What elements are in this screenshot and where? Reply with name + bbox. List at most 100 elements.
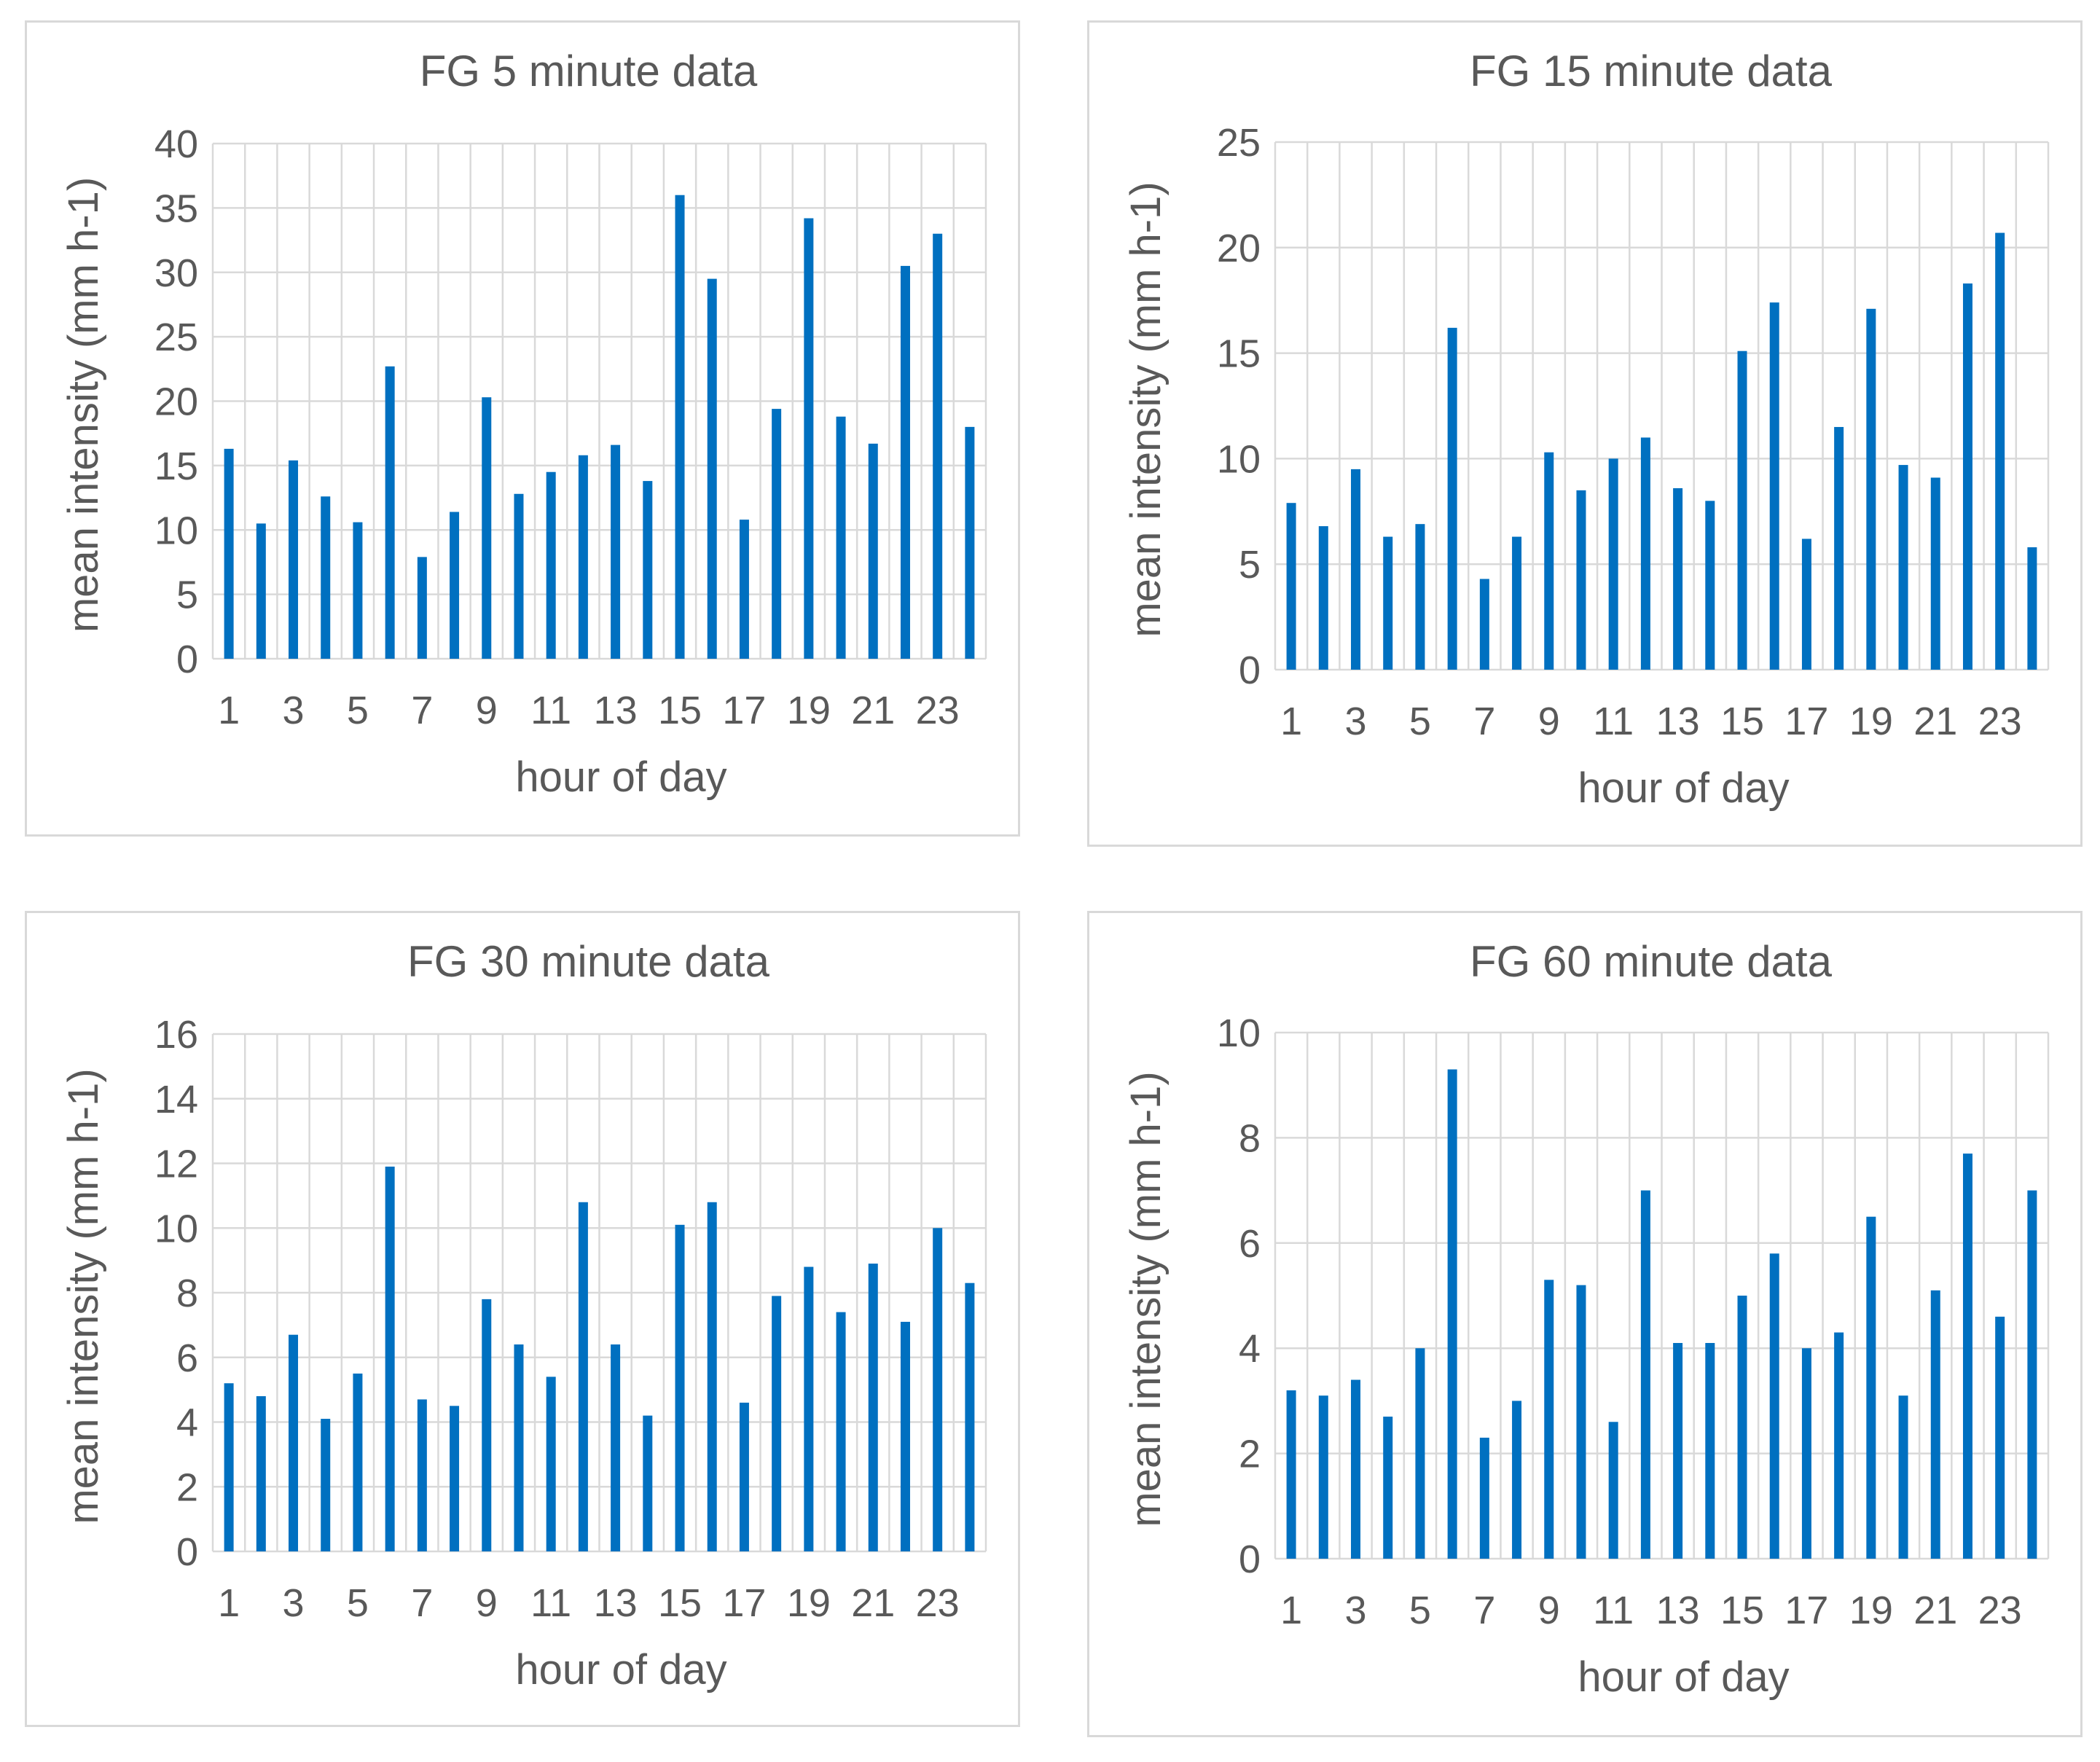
y-tick-label: 25 xyxy=(1217,121,1261,165)
bar-hour-11 xyxy=(1608,458,1618,670)
bar-hour-22 xyxy=(1962,283,1972,670)
bar-hour-16 xyxy=(707,1202,717,1551)
x-tick-label: 3 xyxy=(1344,1589,1366,1632)
bar-hour-6 xyxy=(1447,327,1457,670)
vertical-gridlines xyxy=(1274,142,2050,670)
y-tick-label: 8 xyxy=(176,1272,198,1315)
bar-hour-7 xyxy=(1479,579,1489,670)
y-tick-label: 10 xyxy=(1217,1011,1261,1055)
x-tick-label: 23 xyxy=(916,1581,960,1625)
y-tick-label: 20 xyxy=(1217,227,1261,270)
y-tick-label: 5 xyxy=(176,573,198,617)
x-tick-label: 5 xyxy=(347,689,369,732)
x-axis-label: hour of day xyxy=(515,1646,726,1694)
bar-hour-18 xyxy=(1834,426,1844,670)
y-tick-label: 0 xyxy=(1239,649,1261,692)
bar-hour-17 xyxy=(739,1402,749,1551)
bar-hour-19 xyxy=(804,1266,814,1551)
x-tick-label: 3 xyxy=(1344,700,1366,743)
chart-panel-fg-5-minute: FG 5 minute data 0 5 10 15 20 25 30 35 40 1 3 5 7 9 11 1… xyxy=(25,20,1020,837)
x-tick-label: 19 xyxy=(787,1581,831,1625)
bar-hour-14 xyxy=(643,1415,653,1551)
x-tick-label: 21 xyxy=(1913,1589,1957,1632)
bar-hour-6 xyxy=(1447,1069,1457,1559)
x-tick-label: 9 xyxy=(476,1581,498,1625)
x-tick-label: 9 xyxy=(1538,700,1560,743)
y-tick-label: 25 xyxy=(154,316,198,359)
x-axis-label: hour of day xyxy=(1578,764,1789,812)
bar-hour-8 xyxy=(1512,536,1522,670)
bar-hour-19 xyxy=(1866,1216,1876,1559)
bar-hour-24 xyxy=(2027,1190,2037,1559)
x-tick-label: 19 xyxy=(787,689,831,732)
y-tick-label: 20 xyxy=(154,380,198,424)
bar-series xyxy=(224,1166,975,1551)
y-tick-label: 10 xyxy=(1217,437,1261,481)
bar-hour-16 xyxy=(1769,1253,1779,1559)
y-axis-label: mean intensity (mm h-1) xyxy=(60,1068,107,1524)
x-tick-label: 11 xyxy=(530,1581,571,1625)
bar-hour-16 xyxy=(1769,302,1779,670)
bar-hour-8 xyxy=(450,512,460,659)
bar-hour-5 xyxy=(1415,1348,1425,1559)
bar-hour-23 xyxy=(933,1228,943,1551)
bar-hour-3 xyxy=(289,460,299,659)
x-tick-label: 13 xyxy=(594,689,638,732)
bar-hour-10 xyxy=(1576,1285,1586,1559)
y-tick-label: 0 xyxy=(1239,1538,1261,1581)
bar-hour-5 xyxy=(1415,524,1425,670)
x-tick-label: 1 xyxy=(218,689,240,732)
bar-hour-13 xyxy=(1673,488,1683,670)
bar-hour-22 xyxy=(1962,1154,1972,1559)
x-tick-label: 21 xyxy=(1913,700,1957,743)
y-tick-label: 2 xyxy=(1239,1433,1261,1476)
chart-panel-fg-15-minute: FG 15 minute data 0 5 10 15 20 25 1 3 5 7 9 11 13 15 17… xyxy=(1087,20,2083,847)
x-tick-label: 17 xyxy=(1784,1589,1828,1632)
bar-hour-4 xyxy=(1383,536,1393,670)
y-tick-label: 10 xyxy=(154,1207,198,1250)
bar-series xyxy=(1286,232,2037,670)
bar-hour-22 xyxy=(900,1321,910,1551)
bar-hour-23 xyxy=(1995,232,2005,670)
bar-hour-21 xyxy=(1930,1290,1940,1559)
bar-hour-19 xyxy=(804,218,814,659)
bar-hour-14 xyxy=(1705,501,1715,670)
x-tick-label: 19 xyxy=(1849,700,1893,743)
y-tick-label: 8 xyxy=(1239,1116,1261,1160)
bar-hour-18 xyxy=(1834,1332,1844,1559)
x-axis-label: hour of day xyxy=(1578,1653,1789,1701)
y-tick-label: 35 xyxy=(154,187,198,230)
bar-hour-20 xyxy=(836,416,846,659)
bar-hour-21 xyxy=(868,1264,878,1551)
x-tick-label: 15 xyxy=(1720,1589,1764,1632)
bar-hour-11 xyxy=(546,1377,556,1551)
bar-hour-15 xyxy=(1737,351,1747,670)
y-tick-label: 2 xyxy=(176,1465,198,1509)
bar-hour-4 xyxy=(321,496,331,659)
bar-hour-9 xyxy=(1544,452,1554,670)
bar-hour-20 xyxy=(836,1312,846,1551)
chart-title: FG 30 minute data xyxy=(407,937,770,986)
bar-hour-17 xyxy=(1801,1348,1811,1559)
bar-hour-9 xyxy=(482,1299,492,1551)
y-tick-label: 15 xyxy=(154,445,198,488)
bar-hour-3 xyxy=(289,1334,299,1551)
x-tick-label: 23 xyxy=(1978,700,2022,743)
y-tick-label: 4 xyxy=(1239,1327,1261,1371)
y-tick-label: 0 xyxy=(176,638,198,681)
y-tick-label: 12 xyxy=(154,1143,198,1186)
bar-hour-1 xyxy=(1286,503,1296,670)
y-axis-label: mean intensity (mm h-1) xyxy=(60,177,107,633)
bar-series xyxy=(224,195,975,659)
horizontal-gridlines xyxy=(1275,141,2048,671)
y-tick-label: 15 xyxy=(1217,332,1261,376)
x-tick-label: 7 xyxy=(411,689,433,732)
x-tick-label: 11 xyxy=(530,689,571,732)
bar-hour-24 xyxy=(2027,547,2037,670)
y-tick-label: 6 xyxy=(176,1336,198,1380)
bar-hour-2 xyxy=(256,523,266,659)
bar-hour-18 xyxy=(772,409,782,659)
x-tick-label: 17 xyxy=(1784,700,1828,743)
